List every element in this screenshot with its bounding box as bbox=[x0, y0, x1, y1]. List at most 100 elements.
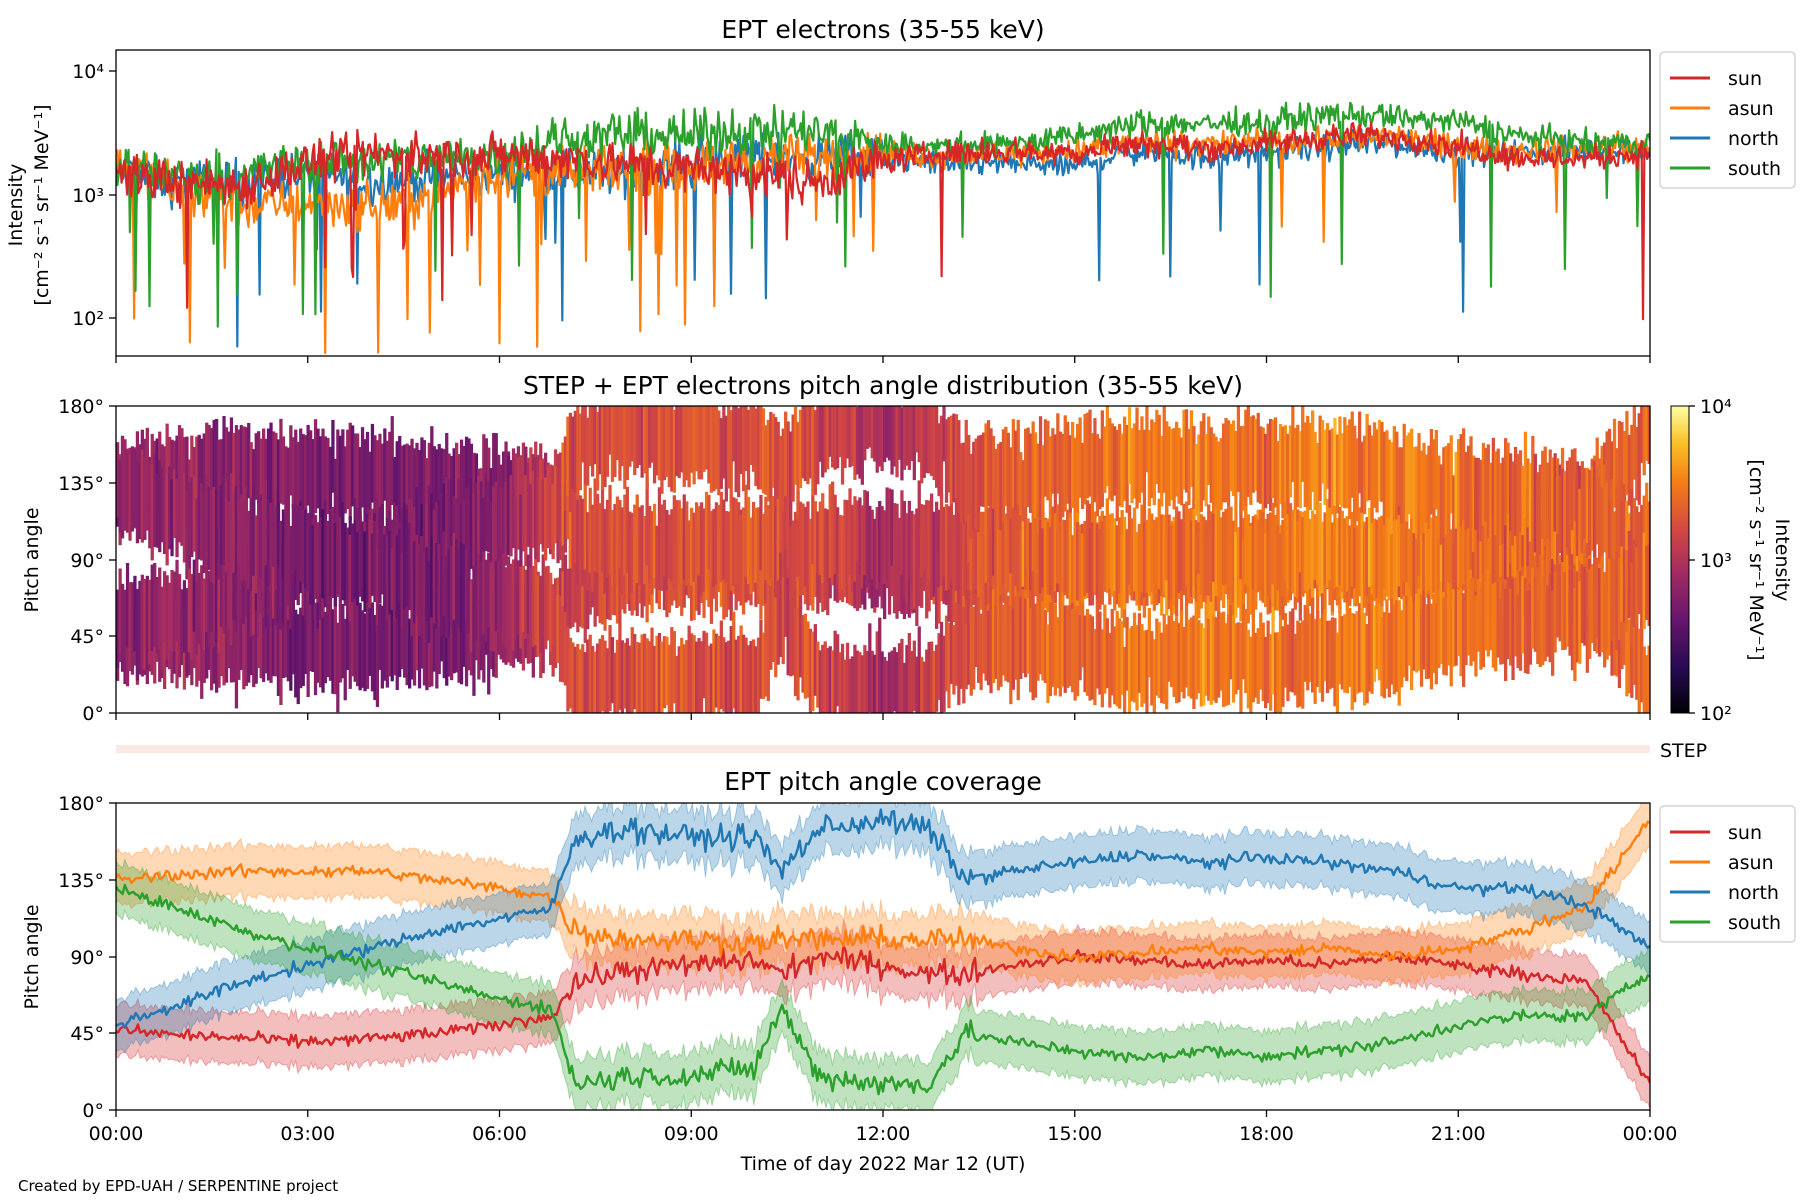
pad-cell-asun bbox=[615, 496, 620, 588]
pad-cell-south bbox=[935, 644, 939, 712]
pad-cell-sun bbox=[588, 544, 592, 615]
pad-cell-south bbox=[887, 652, 892, 713]
pad-cell-north bbox=[922, 406, 926, 478]
pad-cell-north bbox=[821, 406, 825, 478]
pad-cell-north bbox=[1303, 422, 1307, 508]
pad-cell-sun bbox=[608, 528, 612, 621]
pad-cell-south bbox=[1506, 577, 1510, 660]
pad-cell-asun bbox=[472, 452, 476, 530]
pad-cell-south bbox=[1538, 597, 1542, 667]
pad-cell-asun bbox=[811, 495, 815, 565]
pad-cell-south bbox=[380, 520, 384, 592]
pad-cell-sun bbox=[408, 618, 412, 689]
pad-cell-north bbox=[645, 406, 649, 489]
pad-cell-north bbox=[573, 410, 577, 493]
pad-cell-north bbox=[593, 406, 597, 465]
pad-cell-asun bbox=[977, 513, 981, 589]
pad-cell-asun bbox=[1088, 528, 1092, 606]
pad-cell-asun bbox=[455, 442, 459, 532]
pad-cell-south bbox=[1323, 609, 1327, 682]
pad-cell-sun bbox=[593, 547, 597, 627]
pad-cell-asun bbox=[598, 503, 602, 588]
pad-cell-south bbox=[714, 633, 719, 708]
pad-cell-south bbox=[954, 602, 959, 686]
pad-cell-asun bbox=[445, 433, 449, 503]
pad-cell-asun bbox=[1014, 497, 1018, 586]
pad-cell-asun bbox=[390, 416, 394, 505]
pad-cell-asun bbox=[1194, 520, 1198, 605]
pad-cell-north bbox=[883, 406, 887, 462]
legend-box bbox=[1659, 51, 1796, 189]
pad-cell-north bbox=[942, 406, 946, 462]
pad-cell-south bbox=[712, 629, 716, 713]
pad-cell-asun bbox=[902, 501, 907, 596]
pad-cell-asun bbox=[363, 439, 367, 526]
pad-cell-south bbox=[905, 645, 909, 713]
pad-cell-north bbox=[1372, 422, 1377, 508]
pad-cell-south bbox=[586, 639, 590, 713]
pad-cell-north bbox=[727, 406, 731, 489]
pad-cell-south bbox=[133, 448, 137, 528]
pad-cell-asun bbox=[949, 491, 954, 582]
pad-cell-asun bbox=[1283, 498, 1288, 580]
pad-cell-asun bbox=[1350, 511, 1354, 587]
pad-cell-south bbox=[1024, 598, 1028, 678]
pad-cell-south bbox=[343, 522, 347, 600]
pad-cell-south bbox=[1590, 564, 1594, 638]
pad-cell-south bbox=[573, 646, 577, 713]
pad-cell-sun bbox=[269, 582, 273, 683]
pad-cell-asun bbox=[504, 441, 508, 521]
pad-cell-south bbox=[440, 555, 444, 637]
pad-cell-asun bbox=[796, 491, 800, 577]
pad-cell-north bbox=[1635, 506, 1639, 581]
pad-cell-sun bbox=[445, 599, 449, 686]
pad-cell-south bbox=[1105, 618, 1109, 689]
pad-cell-south bbox=[1043, 609, 1048, 683]
pad-cell-north bbox=[576, 406, 580, 500]
pad-cell-south bbox=[316, 522, 320, 603]
pad-cell-north bbox=[1630, 489, 1634, 587]
pad-cell-south bbox=[952, 625, 956, 695]
pad-cell-sun bbox=[1630, 618, 1634, 698]
pad-cell-asun bbox=[868, 505, 872, 583]
pad-cell-north bbox=[1471, 455, 1476, 552]
pad-cell-asun bbox=[724, 511, 728, 584]
pad-cell-north bbox=[1150, 419, 1154, 499]
pad-cell-sun bbox=[333, 599, 337, 695]
pad-cell-asun bbox=[202, 433, 206, 513]
pad-cell-north bbox=[140, 574, 144, 669]
pad-cell-asun bbox=[1437, 530, 1441, 613]
pad-cell-north bbox=[791, 414, 795, 502]
pad-cell-asun bbox=[271, 431, 276, 524]
pad-cell-north bbox=[1140, 416, 1144, 493]
pad-cell-north bbox=[1375, 429, 1379, 513]
pad-cell-north bbox=[603, 406, 607, 487]
pad-cell-asun bbox=[1462, 492, 1466, 585]
pad-cell-north bbox=[897, 406, 902, 460]
step-strip: STEP bbox=[116, 740, 1707, 762]
pad-cell-asun bbox=[1024, 498, 1028, 590]
pad-cell-asun bbox=[935, 501, 939, 586]
pad-cell-south bbox=[625, 638, 629, 713]
pad-cell-asun bbox=[400, 445, 404, 523]
pad-cell-asun bbox=[685, 501, 689, 586]
pad-cell-south bbox=[150, 464, 154, 561]
pad-cell-south bbox=[660, 641, 664, 713]
pad-cell-north bbox=[672, 409, 676, 493]
x-tick-label: 00:00 bbox=[89, 1123, 144, 1145]
pad-cell-asun bbox=[356, 433, 360, 511]
pad-cell-north bbox=[863, 406, 867, 461]
pad-cell-asun bbox=[1645, 406, 1649, 461]
pad-cell-north bbox=[1444, 445, 1448, 535]
pad-cell-south bbox=[232, 491, 236, 573]
pad-cell-asun bbox=[1019, 528, 1023, 618]
pad-cell-north bbox=[479, 481, 483, 564]
pad-cell-south bbox=[318, 517, 323, 594]
pad-cell-sun bbox=[561, 550, 565, 635]
pad-cell-north bbox=[1071, 422, 1075, 508]
pad-cell-north bbox=[1402, 423, 1406, 512]
pad-cell-north bbox=[675, 406, 679, 477]
pad-cell-asun bbox=[803, 506, 808, 587]
pad-cell-south bbox=[148, 461, 152, 549]
pad-cell-north bbox=[477, 475, 481, 565]
